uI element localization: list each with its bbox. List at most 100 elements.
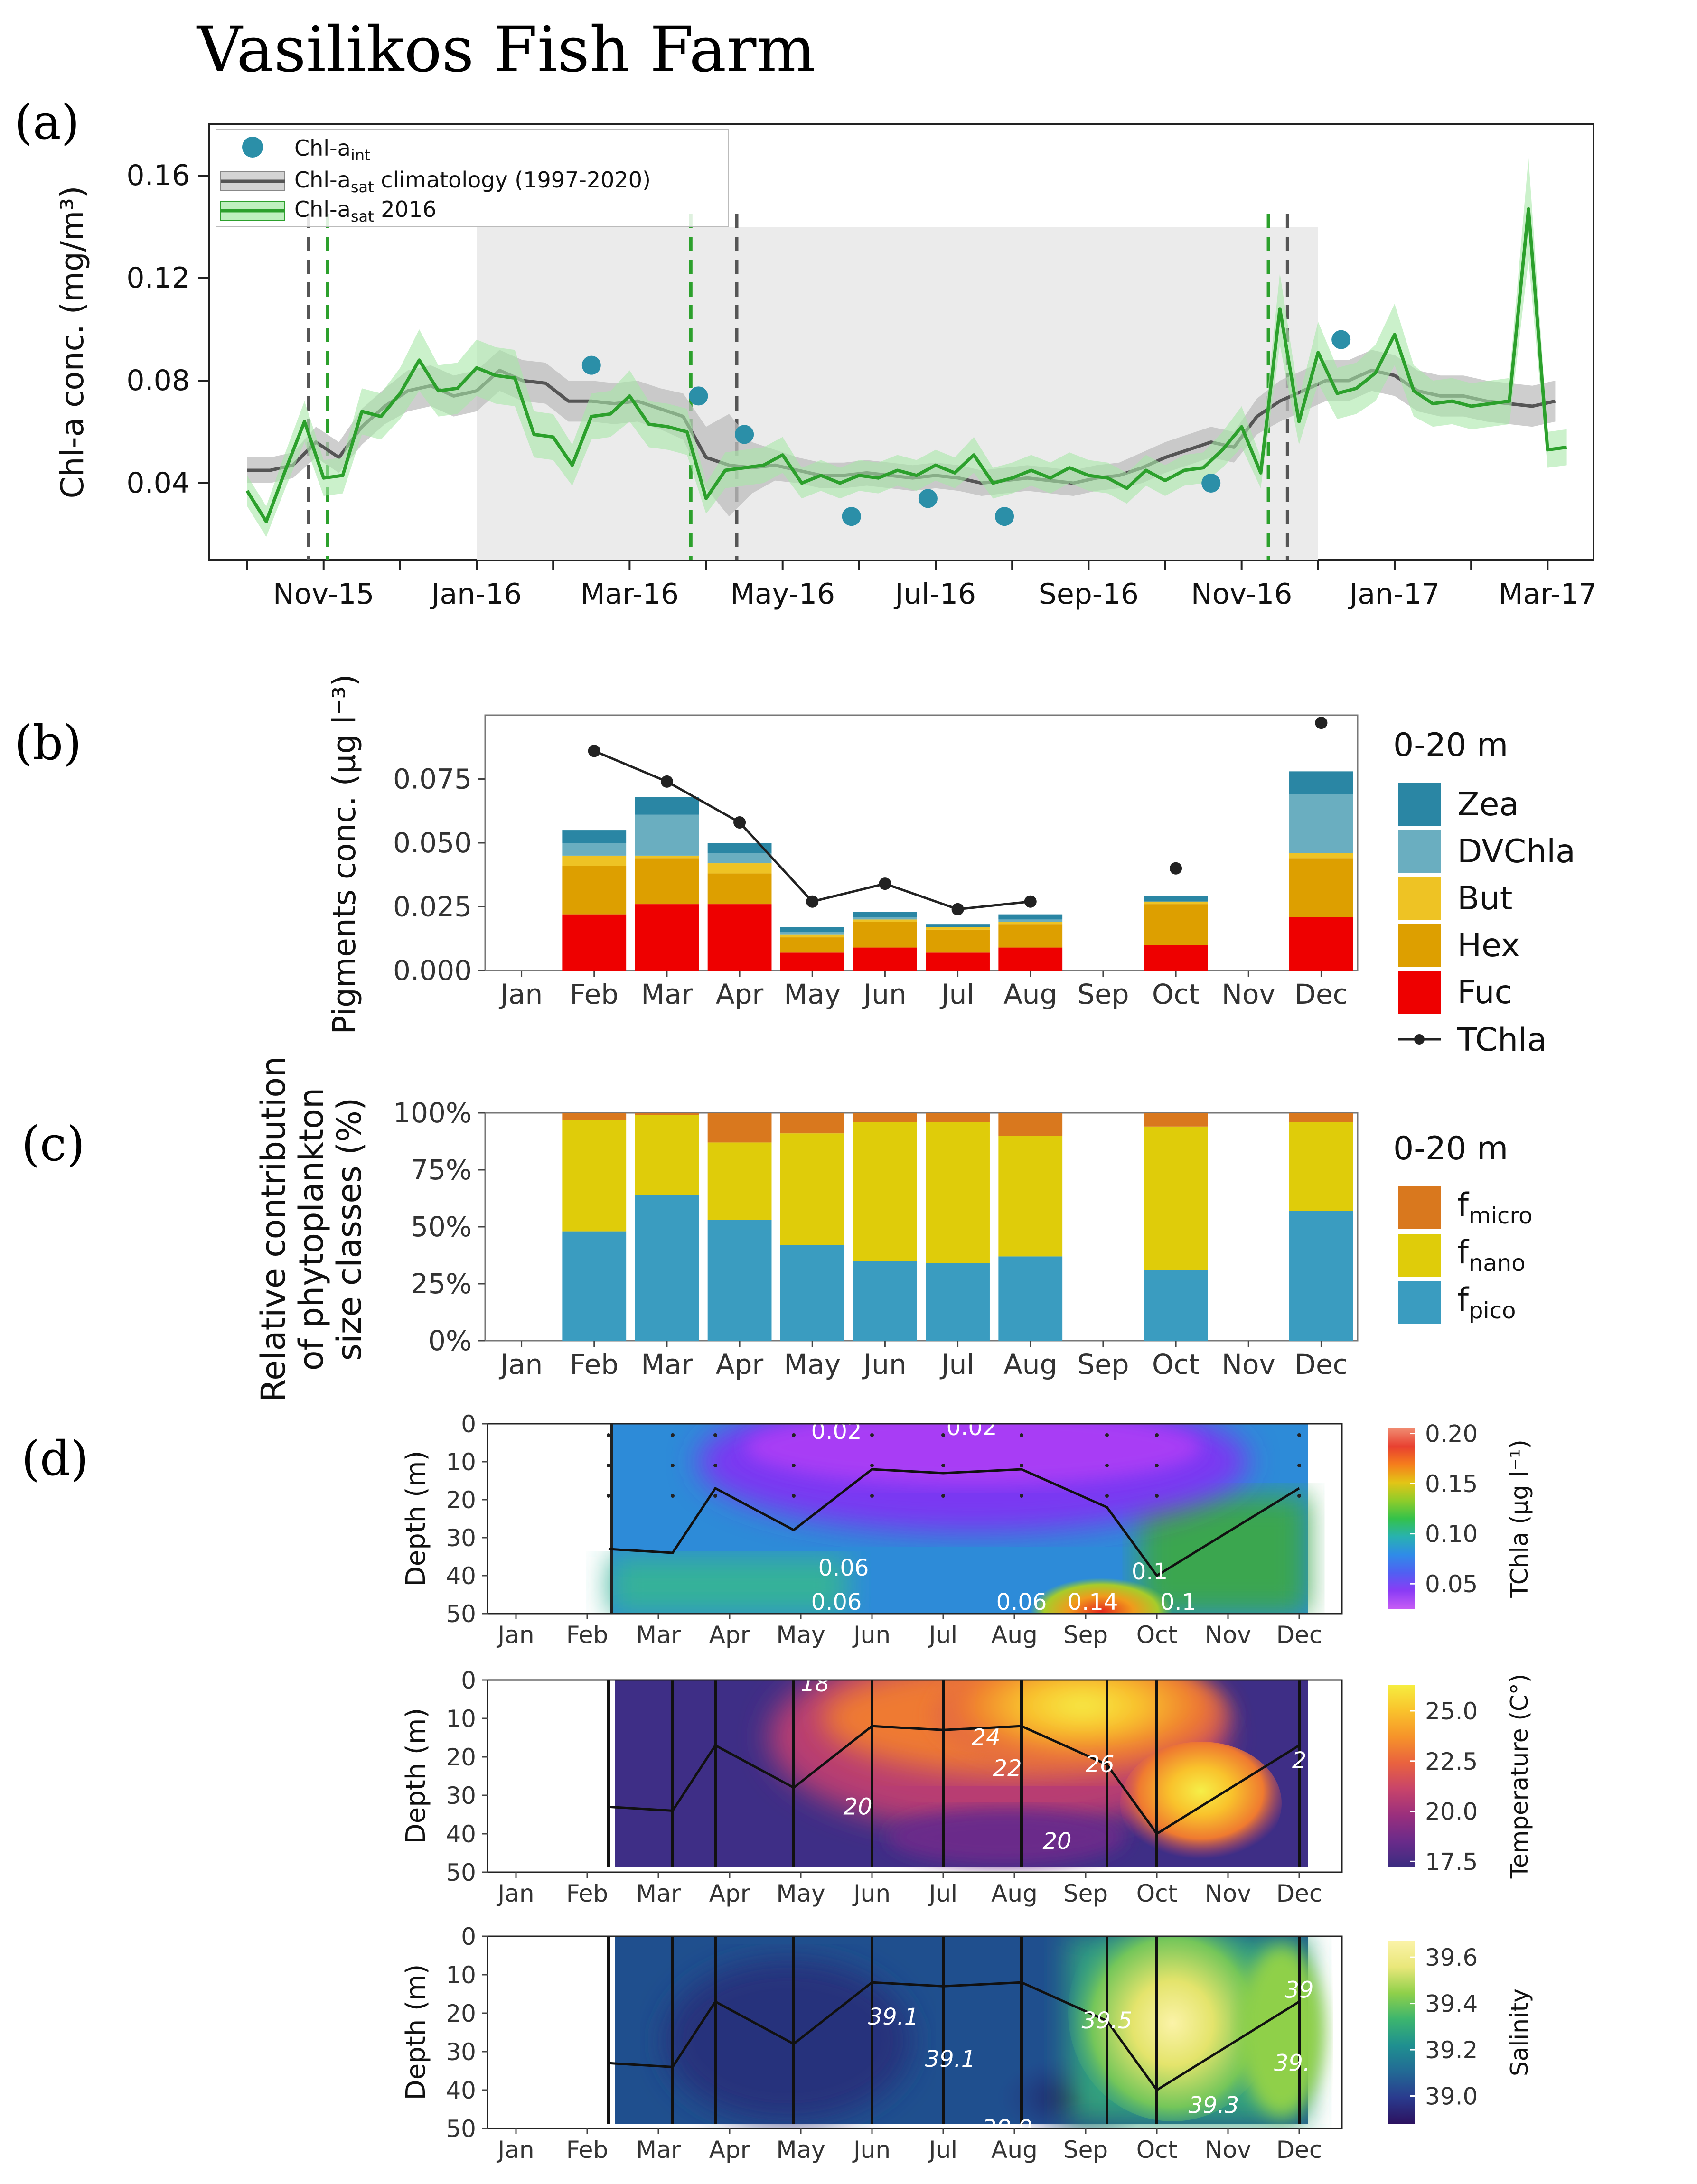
panel-d-tchla: 0.02 0.02 0.06 0.06 0.06 0.14 0.1 0.1 Jan Feb Mar… [401,1410,1533,1649]
d3-contour-label-6: 39. [1274,2050,1310,2076]
bar-dvchla-aug [998,919,1063,922]
bar-nano-oct [1144,1126,1208,1270]
d3-xtick-label-11: Dec [1276,2136,1322,2164]
panel-a-band-0 [247,350,1556,517]
bar-but-oct [1144,901,1208,905]
panel-a-ytick-label-2: 0.12 [126,261,190,295]
panel-c-xtick-label-0: Jan [499,1348,543,1381]
d1-sample-8-0 [1155,1433,1159,1437]
legend-label-dvchla: DVChla [1457,833,1575,870]
panel-b-xtick-label-4: May [784,978,841,1010]
d3-cbar-tick-label-2: 39.4 [1425,1990,1478,2018]
d2-x-axis: Jan Feb Mar Apr May Jun Jul Aug Sep Oct Nov Dec [496,1872,1322,1907]
d1-green-east [1139,1495,1308,1614]
bar-pico-dec [1289,1211,1353,1341]
d1-sample-9-0 [1297,1433,1301,1437]
legend-swatch-but [1398,877,1441,920]
d1-sample-3-1 [792,1464,796,1467]
panel-b-xtick-label-1: Feb [570,978,619,1010]
panel-b-legend-title: 0-20 m [1393,727,1508,764]
d2-contour-label-5: 20 [1042,1828,1071,1855]
d1-ytick-label-3: 30 [446,1524,476,1552]
d1-xtick-label-6: Jul [928,1621,957,1649]
bar-hex-oct [1144,904,1208,945]
panel-label-d: (d) [21,1431,89,1486]
d2-ytick-label-0: 0 [461,1667,476,1694]
d1-colorbar-gradient [1388,1428,1415,1609]
tchla-point-apr [733,816,746,829]
d1-x-axis: Jan Feb Mar Apr May Jun Jul Aug Sep Oct Nov Dec [496,1614,1322,1649]
panel-c-xtick-label-2: Mar [641,1348,693,1381]
legend-swatch-fpico [1398,1281,1441,1324]
d1-sample-4-2 [870,1494,874,1498]
d2-xtick-label-2: Mar [636,1880,681,1907]
panel-a-line-1 [245,207,1567,523]
d3-xtick-label-5: Jun [852,2136,891,2164]
bar-micro-mar [635,1113,699,1115]
d1-sample-4-1 [870,1464,874,1467]
bar-nano-jul [926,1122,990,1263]
bar-but-may [780,934,844,938]
d1-sample-7-2 [1105,1494,1109,1498]
legend-swatch-hex [1398,924,1441,967]
bar-fuc-jun [853,947,917,971]
panel-c-ytick-label-1: 25% [411,1268,472,1300]
d1-xtick-label-1: Feb [566,1621,609,1649]
bar-fuc-oct [1144,945,1208,971]
bar-nano-dec [1289,1122,1353,1211]
tchla-point-may [806,895,819,908]
bar-dvchla-may [780,932,844,935]
bar-pico-mar [635,1195,699,1341]
d3-contour-label-2: 39.5 [1082,2007,1133,2034]
d1-sample-0-0 [607,1433,610,1437]
bar-micro-dec [1289,1113,1353,1122]
d1-sample-1-2 [671,1494,675,1498]
d2-profile-lines [607,1680,1301,1867]
d1-contour-label-6: 0.1 [1132,1559,1168,1585]
legend-label-zea: Zea [1457,786,1519,823]
panel-d-salinity: 39.139.1 39.5 39.3 38.9 39 39. Jan Feb Mar Apr Ma… [401,1923,1533,2164]
bar-zea-dec [1289,771,1353,794]
bar-fuc-may [780,952,844,971]
legend-swatch-fmicro [1398,1186,1441,1229]
d3-mld-line [608,1981,1300,2092]
bar-pico-oct [1144,1270,1208,1341]
panel-b-xtick-label-7: Aug [1003,978,1057,1010]
legend-label-climatology: Chl-asat climatology (1997-2020) [294,167,651,196]
d3-colorbar-label: Salinity [1506,1988,1533,2076]
panel-b-y-axis: 0.000 0.025 0.050 0.075 [393,763,485,987]
chl-int-point-0 [581,355,601,375]
d3-contour-label-4: 38.9 [982,2115,1033,2142]
bar-nano-mar [635,1115,699,1195]
panel-c-xtick-label-6: Jul [940,1348,975,1381]
bar-micro-aug [998,1113,1063,1136]
legend-label-fpico: fpico [1457,1281,1516,1324]
d1-sample-6-0 [1020,1433,1023,1437]
bar-but-apr [707,863,772,874]
panel-a-y-axis: 0.04 0.08 0.12 0.16 [126,159,209,500]
d1-sample-9-1 [1297,1464,1301,1467]
d1-contour-label-4: 0.06 [996,1589,1047,1615]
d1-xtick-label-4: May [776,1621,825,1649]
d1-xtick-label-9: Oct [1136,1621,1177,1649]
panel-b-bars [562,771,1353,971]
d3-contour-label-1: 39.1 [925,2046,976,2072]
d1-contour-label-1: 0.02 [947,1414,997,1441]
panel-b-xtick-label-9: Oct [1152,978,1200,1010]
d2-cbar-tick-label-2: 22.5 [1425,1748,1478,1775]
d2-xtick-label-7: Aug [991,1880,1038,1907]
panel-b-chart: Jan Feb Mar Apr May Jun Jul Aug Sep Oct Nov Dec 0.0… [326,674,1575,1059]
d2-xtick-label-6: Jul [928,1880,957,1907]
d3-xtick-label-0: Jan [496,2136,534,2164]
panel-b-ytick-label-3: 0.075 [393,763,472,795]
d2-cbar-tick-label-0: 17.5 [1425,1848,1478,1876]
d1-sample-2-2 [713,1494,717,1498]
panel-c-legend-title: 0-20 m [1393,1130,1508,1167]
tchla-point-oct [1170,862,1182,875]
tchla-point-jul [951,903,964,915]
d1-xtick-label-0: Jan [496,1621,534,1649]
panel-a-legend-box [216,129,729,227]
d2-ytick-label-5: 50 [446,1859,476,1886]
d2-ytick-label-1: 10 [446,1705,476,1733]
bar-hex-dec [1289,858,1353,917]
